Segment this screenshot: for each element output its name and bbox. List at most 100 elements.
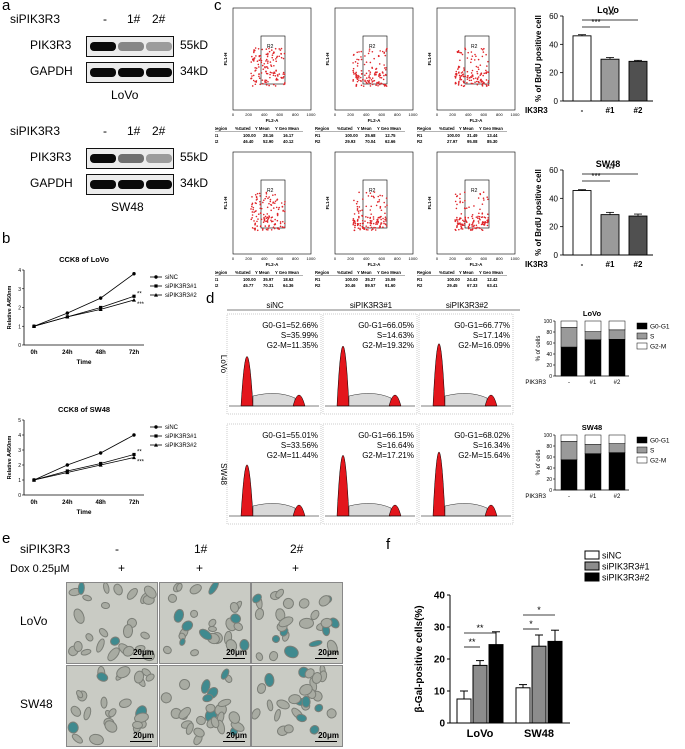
stats-cell: 13.44 [487, 133, 498, 138]
event-dot [375, 223, 377, 225]
cell-blob [70, 607, 87, 626]
event-dot [268, 196, 270, 198]
event-dot [269, 198, 272, 201]
scale-bar-label: 20μm [318, 731, 339, 740]
event-dot [475, 224, 478, 227]
event-dot [464, 47, 466, 49]
g0g1-peak [240, 356, 254, 407]
event-dot [359, 224, 362, 227]
event-dot [269, 73, 271, 76]
event-dot [463, 67, 465, 69]
event-dot [363, 63, 366, 66]
x-tick-label: 800 [292, 112, 299, 117]
row-label: LoVo [20, 614, 48, 628]
event-dot [270, 219, 272, 222]
stats-header: %Gated [235, 270, 251, 275]
event-dot [264, 197, 266, 200]
event-dot [383, 67, 386, 69]
y-tick-label: 0 [554, 251, 559, 260]
y-tick-label: 100 [544, 433, 553, 439]
x-tick-label: 0h [30, 350, 37, 356]
event-dot [265, 60, 267, 62]
blot-strip [86, 148, 174, 169]
event-dot [385, 225, 388, 227]
event-dot [268, 215, 270, 217]
stack-title: SW48 [582, 423, 602, 432]
event-dot [385, 220, 387, 222]
event-dot [385, 67, 387, 69]
event-dot [487, 220, 489, 222]
event-dot [361, 219, 364, 222]
event-dot [282, 76, 285, 78]
event-dot [479, 208, 481, 211]
stats-header: Y Mean [357, 126, 372, 131]
sirna-label: siPIK3R3 [10, 124, 61, 138]
cell-blob [70, 732, 85, 746]
stats-header: Y Geo Mean [479, 270, 503, 275]
event-dot [478, 217, 481, 220]
flow-plot: R2 0 200 400 600 800 1000 FL2-A FL1-H Region %Gate… [215, 7, 316, 144]
event-dot [456, 220, 459, 222]
cck8-title: CCK8 of SW48 [58, 405, 110, 414]
scale-bar-label: 20μm [133, 648, 154, 657]
column-header: siPIK3R3#2 [446, 301, 489, 310]
event-dot [370, 226, 373, 229]
stats-cell: 100.00 [345, 133, 358, 138]
data-point [132, 272, 136, 276]
series-line [33, 273, 135, 327]
event-dot [486, 213, 489, 216]
cell-blob [308, 637, 324, 648]
event-dot [481, 48, 484, 51]
event-dot [459, 197, 461, 200]
event-dot [262, 201, 264, 204]
event-dot [369, 192, 372, 194]
event-dot [352, 223, 355, 226]
event-dot [272, 72, 275, 75]
event-dot [473, 219, 475, 222]
stats-header: Y Mean [255, 270, 270, 275]
event-dot [266, 220, 269, 222]
stats-cell: 64.36 [283, 283, 294, 288]
event-dot [370, 205, 373, 208]
event-dot [372, 222, 375, 225]
stats-header: Y Geo Mean [377, 126, 401, 131]
event-dot [377, 220, 380, 223]
bar [488, 644, 504, 724]
bar [472, 664, 488, 724]
cell-blob [67, 720, 80, 735]
stats-cell: R1 [417, 277, 423, 282]
event-dot [468, 223, 471, 225]
event-dot [274, 72, 276, 75]
event-dot [279, 222, 282, 225]
cell-blob [81, 705, 93, 722]
legend-swatch [636, 456, 648, 464]
x-tick-label: 400 [465, 112, 472, 117]
event-dot [366, 221, 369, 224]
event-dot [256, 229, 259, 232]
data-point [32, 324, 36, 328]
event-dot [365, 72, 368, 75]
y-tick-label: 0 [439, 719, 445, 730]
legend-marker [154, 293, 158, 297]
event-dot [365, 61, 368, 63]
event-dot [369, 77, 371, 79]
bar [547, 640, 563, 724]
stats-cell: 45.77 [243, 283, 254, 288]
stats-cell: R2 [417, 283, 423, 288]
y-axis-title: Relative A450nm [7, 435, 13, 479]
stats-cell: 52.90 [263, 139, 274, 144]
x-tick-label: 200 [449, 256, 456, 261]
s-phase-area [252, 393, 296, 407]
event-dot [459, 51, 461, 54]
event-dot [275, 60, 278, 63]
band [146, 68, 172, 77]
y-tick-label: 20 [549, 223, 558, 232]
event-dot [382, 226, 384, 228]
s-phase-area [444, 393, 488, 407]
event-dot [364, 55, 366, 57]
event-dot [377, 84, 379, 87]
event-dot [454, 220, 457, 223]
event-dot [367, 52, 370, 55]
stats-cell: R2 [315, 283, 321, 288]
cell-blob [96, 626, 110, 640]
